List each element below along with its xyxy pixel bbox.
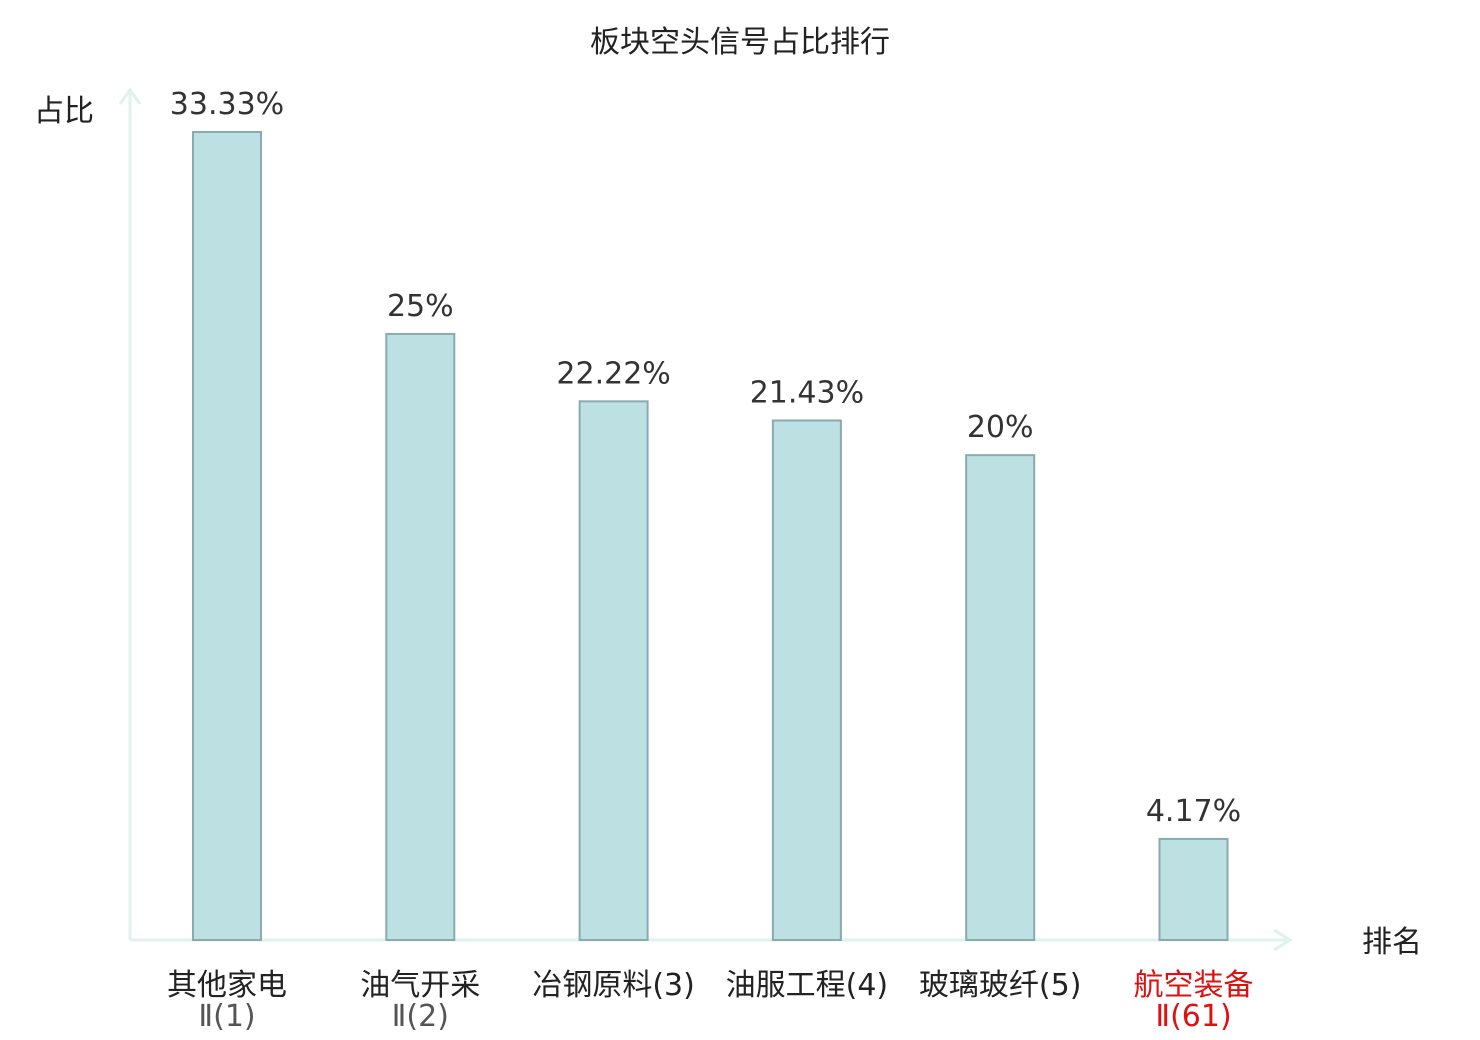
category-label-1: 其他家电 <box>167 968 287 1003</box>
y-axis-arrow <box>118 87 142 105</box>
y-axis-label: 占比 <box>34 94 94 129</box>
value-label-2: 25% <box>387 289 454 324</box>
bar-2 <box>385 332 456 941</box>
x-axis-label: 排名 <box>1362 925 1422 960</box>
value-label-1: 33.33% <box>170 87 284 122</box>
bars-group <box>192 131 1229 942</box>
bar-3 <box>578 400 649 942</box>
value-label-5: 20% <box>967 410 1034 445</box>
value-label-6: 4.17% <box>1146 794 1241 829</box>
category-label-2: 油气开采 <box>360 968 480 1003</box>
category-label-3: 冶钢原料(3) <box>532 968 695 1003</box>
category-rank-2: Ⅱ(2) <box>392 999 449 1034</box>
category-rank-1: Ⅱ(1) <box>198 999 255 1034</box>
value-label-3: 22.22% <box>556 356 670 391</box>
bar-5 <box>965 454 1036 941</box>
category-label-5: 玻璃玻纤(5) <box>919 968 1082 1003</box>
category-label-6: 航空装备 <box>1134 968 1254 1003</box>
value-labels-group: 33.33% 25% 22.22% 21.43% 20% 4.17% <box>170 87 1241 829</box>
value-label-4: 21.43% <box>750 375 864 410</box>
bar-1 <box>192 131 262 941</box>
bar-4 <box>771 419 842 941</box>
chart-title: 板块空头信号占比排行 <box>590 25 890 60</box>
category-label-4: 油服工程(4) <box>726 968 889 1003</box>
bar-6 <box>1158 837 1229 942</box>
x-axis-arrow <box>1273 928 1293 952</box>
category-rank-6: Ⅱ(61) <box>1155 999 1231 1034</box>
